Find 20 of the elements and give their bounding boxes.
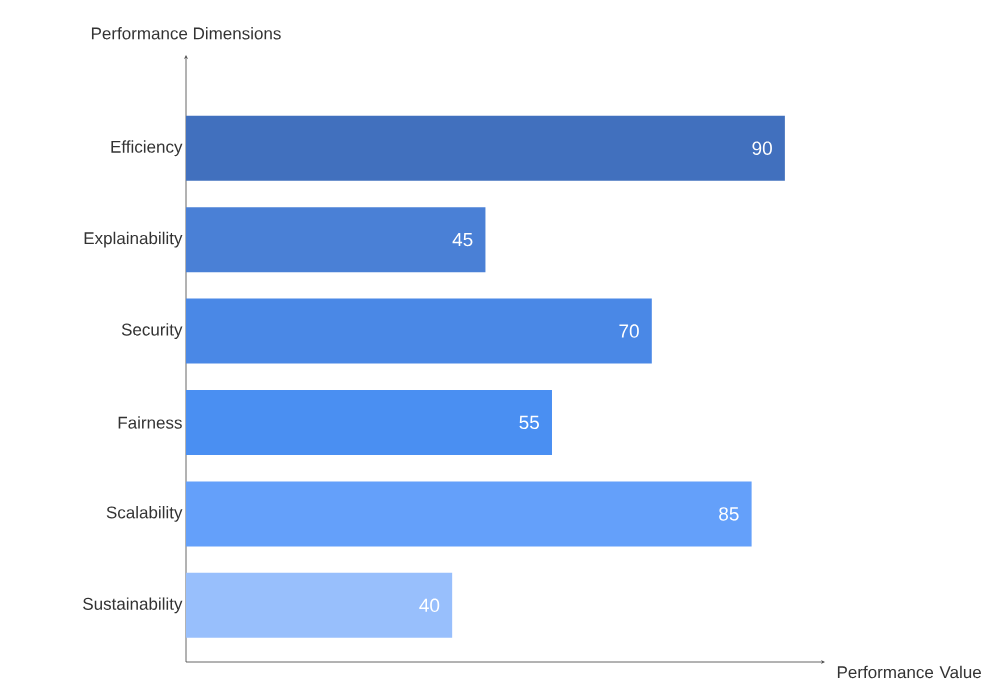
data-label: 45 (452, 233, 473, 247)
data-label: 85 (719, 507, 739, 521)
data-label: 55 (519, 415, 539, 430)
bar (186, 389, 552, 455)
data-label: 70 (619, 324, 639, 338)
y-tick-label: Security (121, 323, 183, 339)
bar (186, 481, 752, 547)
y-tick-label: Sustainability (83, 597, 183, 614)
y-axis-title: Performance Dimensions (91, 26, 281, 40)
y-tick-label: Explainability (84, 231, 183, 248)
data-label: 40 (419, 598, 440, 613)
y-tick-label: Fairness (118, 416, 182, 429)
y-tick-label: Scalability (106, 505, 183, 522)
x-axis-title: Performance Value (837, 665, 981, 679)
bar (186, 572, 453, 638)
bar (186, 115, 785, 181)
y-tick-label: Efficiency (111, 140, 183, 157)
bar (186, 207, 486, 273)
bar (186, 298, 652, 364)
data-label: 90 (752, 141, 772, 155)
